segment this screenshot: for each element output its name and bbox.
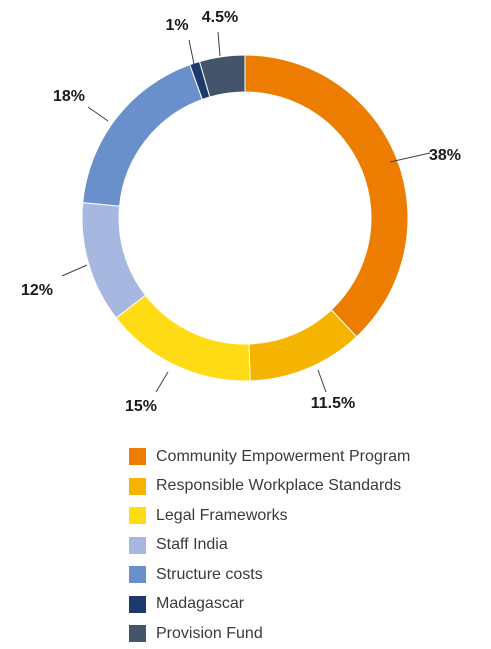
leader-line bbox=[217, 31, 221, 57]
legend-label: Staff India bbox=[156, 536, 228, 554]
percentage-labels: 38% 11.5% 15% 12% 18% 1% 4.5% bbox=[21, 9, 461, 415]
legend-label: Legal Frameworks bbox=[156, 506, 288, 524]
data-label: 12% bbox=[21, 282, 53, 299]
legend-item: Madagascar bbox=[129, 590, 410, 620]
leader-line bbox=[188, 39, 195, 65]
slice-community-empowerment-program bbox=[244, 54, 409, 338]
legend-swatch bbox=[129, 507, 146, 525]
legend-label: Provision Fund bbox=[156, 624, 263, 642]
leader-line bbox=[389, 152, 431, 163]
legend-item: Staff India bbox=[129, 531, 410, 561]
legend-item: Structure costs bbox=[129, 560, 410, 590]
legend-label: Structure costs bbox=[156, 565, 263, 583]
data-label: 38% bbox=[429, 147, 461, 164]
slice-legal-frameworks bbox=[115, 294, 251, 382]
legend-item: Provision Fund bbox=[129, 619, 410, 649]
slice-responsible-workplace-standards bbox=[248, 309, 358, 382]
slice-structure-costs bbox=[82, 63, 203, 207]
leader-line bbox=[87, 106, 109, 122]
legend-label: Madagascar bbox=[156, 595, 245, 613]
label-leader-lines bbox=[61, 31, 431, 393]
legend-item: Responsible Workplace Standards bbox=[129, 472, 410, 502]
legend-item: Legal Frameworks bbox=[129, 501, 410, 531]
legend-swatch bbox=[129, 536, 146, 554]
leader-line bbox=[317, 369, 327, 393]
legend-label: Responsible Workplace Standards bbox=[156, 477, 402, 495]
donut-slices bbox=[81, 54, 409, 382]
donut-chart: 38% 11.5% 15% 12% 18% 1% 4.5% bbox=[21, 9, 461, 415]
legend-swatch bbox=[129, 566, 146, 584]
legend-swatch bbox=[129, 625, 146, 643]
legend-swatch bbox=[129, 595, 146, 613]
data-label: 1% bbox=[165, 17, 188, 34]
legend-swatch bbox=[129, 448, 146, 466]
leader-line bbox=[155, 371, 169, 393]
legend-swatch bbox=[129, 477, 146, 495]
data-label: 15% bbox=[125, 398, 157, 415]
chart-legend: Community Empowerment Program Responsible… bbox=[129, 442, 410, 649]
leader-line bbox=[61, 264, 88, 277]
slice-staff-india bbox=[81, 202, 147, 319]
data-label: 11.5% bbox=[311, 395, 355, 412]
data-label: 18% bbox=[53, 88, 85, 105]
slice-provision-fund bbox=[198, 54, 246, 98]
legend-label: Community Empowerment Program bbox=[156, 447, 411, 465]
legend-item: Community Empowerment Program bbox=[129, 442, 410, 472]
data-label: 4.5% bbox=[202, 9, 238, 26]
